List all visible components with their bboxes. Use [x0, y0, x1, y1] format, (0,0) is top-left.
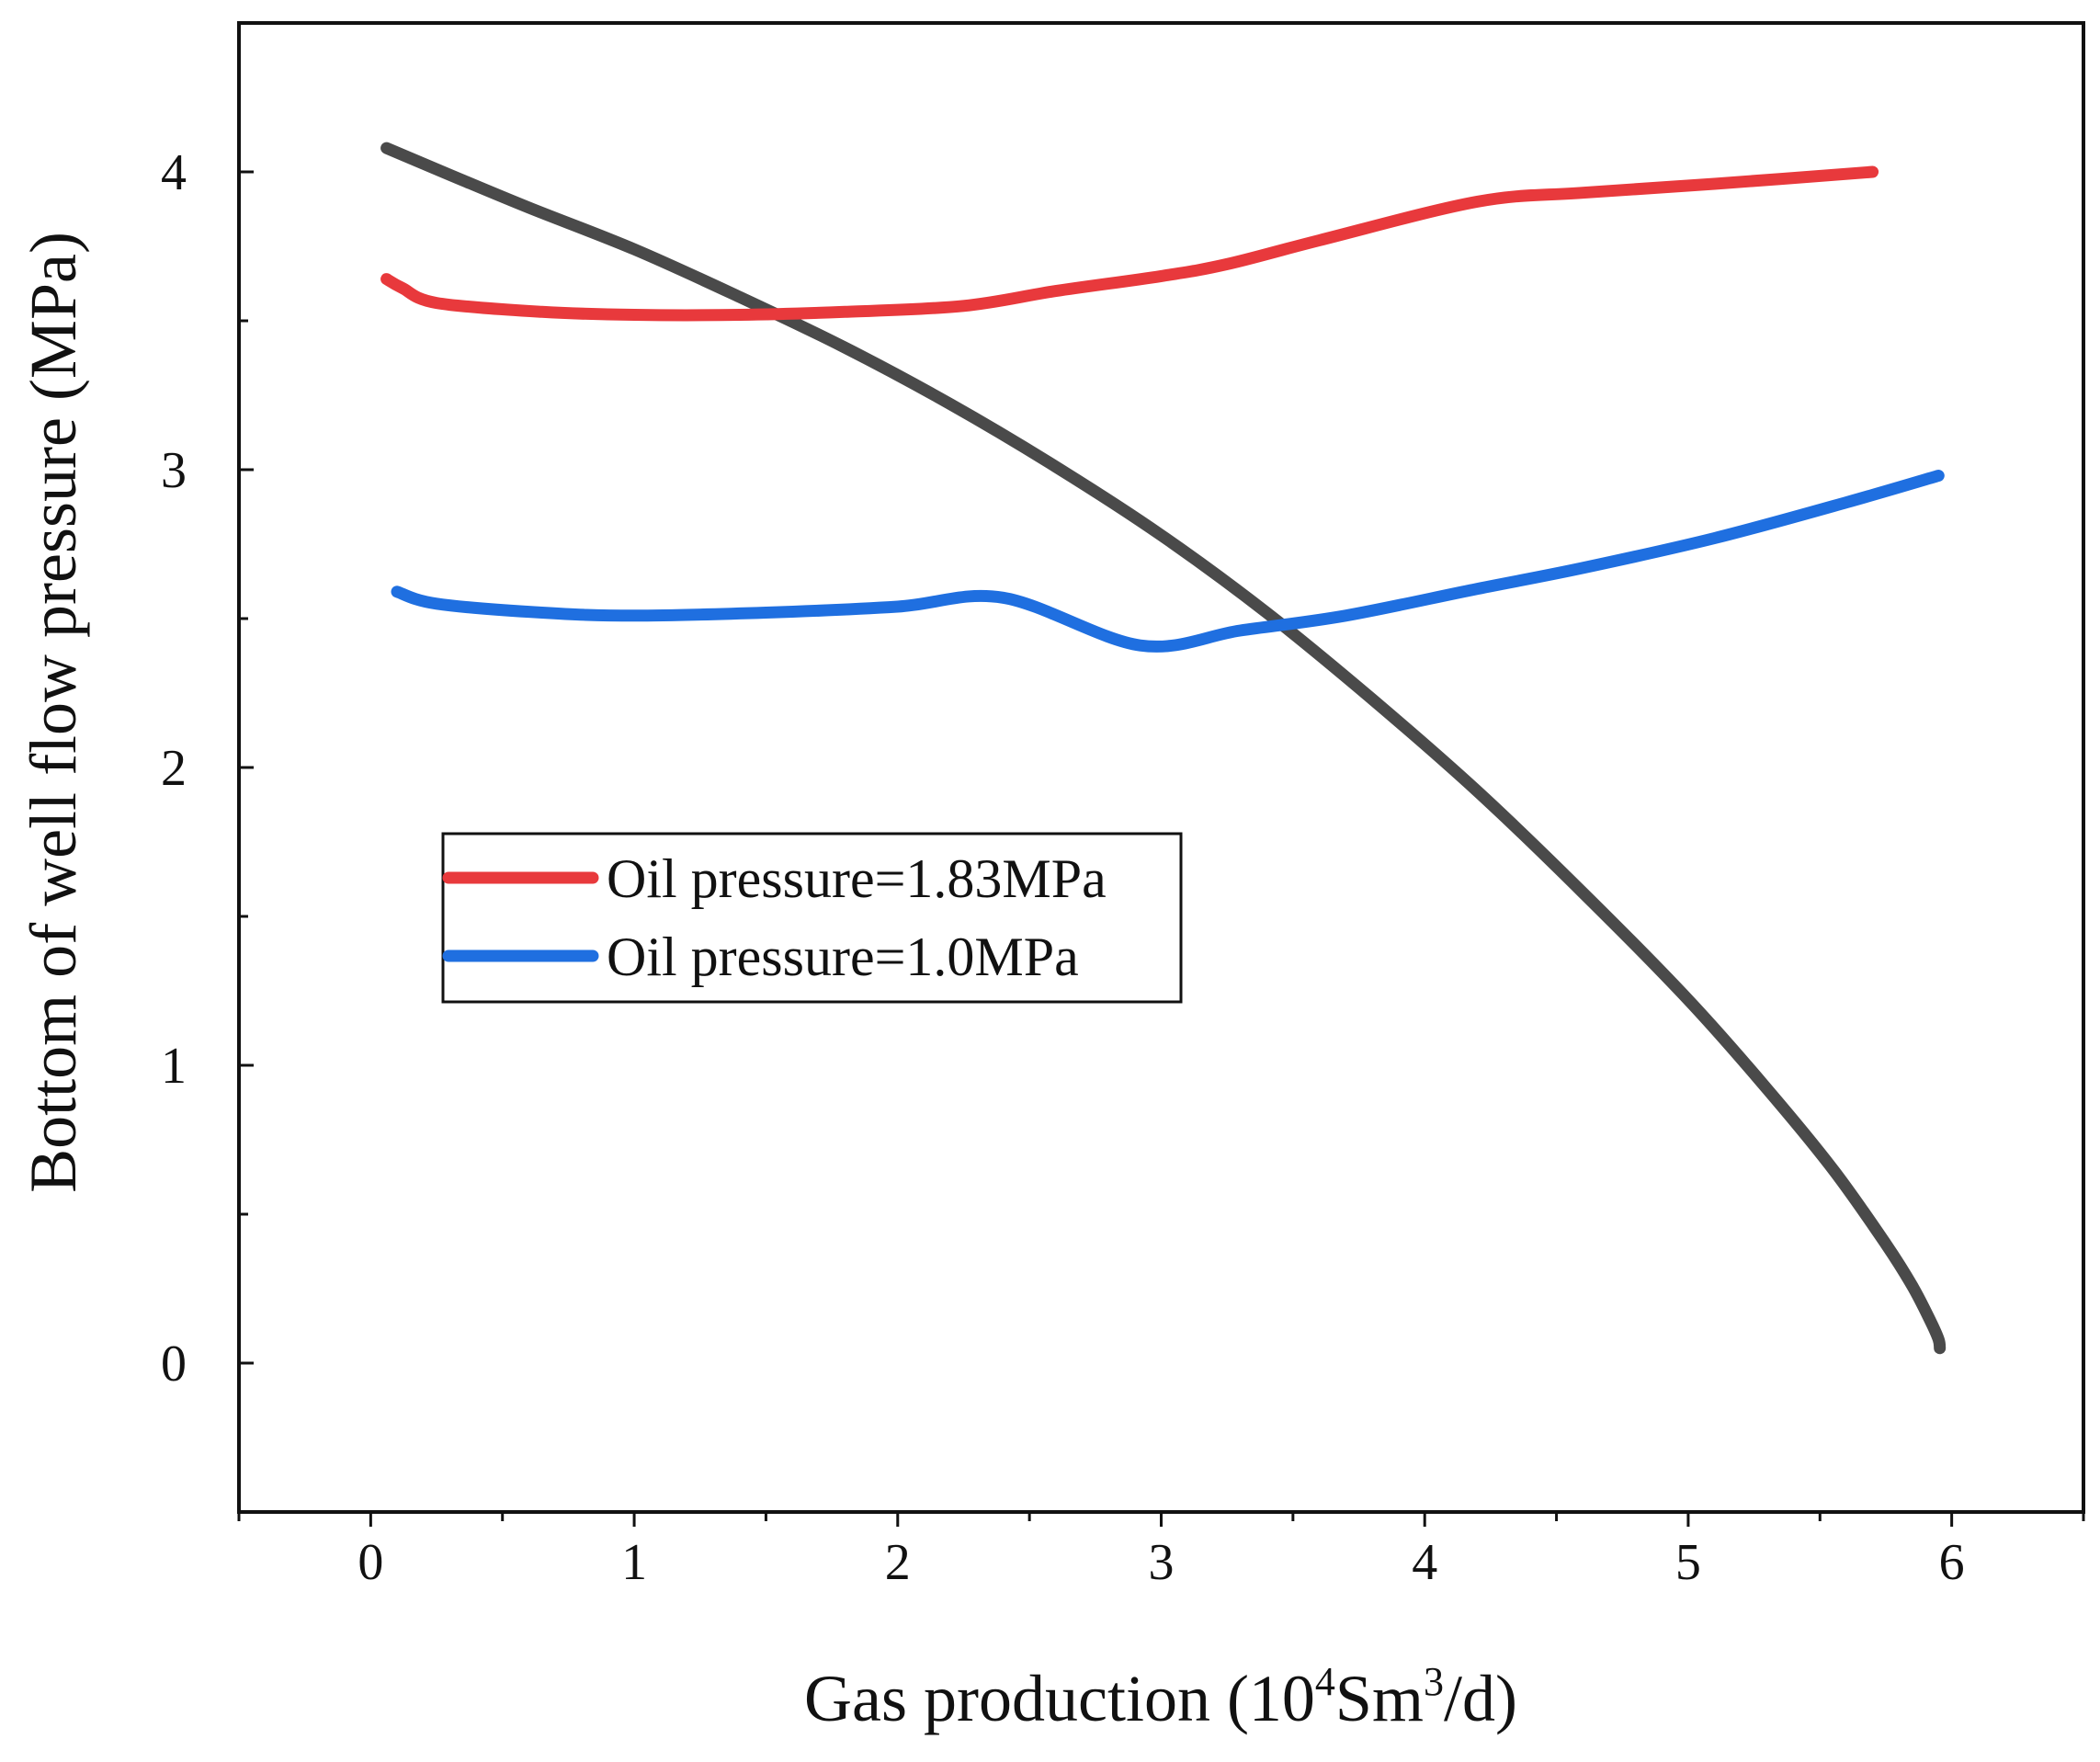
x-tick-label: 5 — [1675, 1534, 1701, 1591]
y-tick-label: 2 — [161, 740, 187, 797]
series-line-2 — [380, 142, 1947, 1355]
legend: Oil pressure=1.83MPa Oil pressure=1.0MPa — [441, 832, 1183, 1004]
y-axis-ticks: 0 1 2 3 4 — [161, 21, 254, 1514]
y-tick-label: 1 — [161, 1038, 187, 1095]
x-tick-label: 4 — [1412, 1534, 1437, 1591]
x-tick-label: 3 — [1149, 1534, 1175, 1591]
x-axis-title: Gas production (104Sm3/d) — [804, 1659, 1517, 1735]
series-line-1 — [391, 470, 1945, 653]
y-tick-label: 3 — [161, 442, 187, 499]
legend-box — [441, 832, 1183, 1004]
legend-label-red: Oil pressure=1.83MPa — [607, 848, 1107, 909]
plot-frame — [237, 21, 2085, 1514]
y-tick-label: 4 — [161, 144, 187, 201]
x-tick-label: 6 — [1939, 1534, 1965, 1591]
x-tick-label: 2 — [885, 1534, 911, 1591]
x-tick-label: 1 — [621, 1534, 647, 1591]
series-line-0 — [380, 165, 1879, 322]
x-tick-label: 0 — [358, 1534, 383, 1591]
y-tick-label: 0 — [161, 1336, 187, 1393]
x-axis-ticks: 0 1 2 3 4 5 6 — [237, 1512, 2085, 1591]
series-layer — [380, 142, 1947, 1355]
legend-label-blue: Oil pressure=1.0MPa — [607, 926, 1079, 987]
y-axis-title: Bottom of well flow pressure (MPa) — [17, 232, 90, 1193]
